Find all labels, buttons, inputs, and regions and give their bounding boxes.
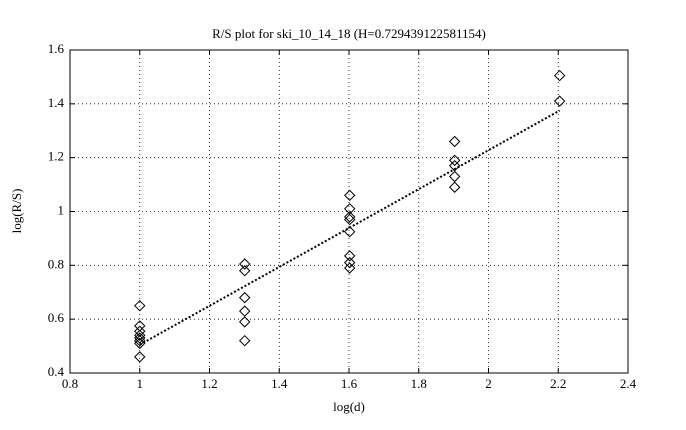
data-point [134, 334, 146, 347]
data-point [343, 262, 356, 274]
data-point [239, 316, 251, 328]
data-point [239, 334, 251, 347]
x-tick-label: 1.4 [271, 376, 288, 391]
data-point [343, 225, 356, 238]
data-point [239, 305, 251, 317]
data-point [134, 337, 146, 350]
x-tick-label: 2.2 [550, 376, 566, 391]
x-axis-label: log(d) [333, 399, 365, 414]
data-point [343, 203, 356, 215]
chart-title: R/S plot for ski_10_14_18 (H=0.729439122… [212, 26, 486, 41]
data-point [448, 160, 461, 172]
x-tick-label: 0.8 [62, 376, 78, 391]
x-tick-label: 1.2 [201, 376, 217, 391]
data-point [343, 211, 356, 223]
x-tick-label: 2.4 [620, 376, 637, 391]
y-tick-label: 0.6 [48, 310, 65, 325]
y-tick-label: 1.6 [48, 41, 65, 56]
data-point [239, 265, 251, 277]
data-point [134, 300, 146, 312]
data-point [448, 135, 461, 148]
data-point [343, 250, 356, 262]
data-point [448, 170, 461, 183]
x-tick-label: 1.6 [341, 376, 358, 391]
x-tick-label: 2 [485, 376, 492, 391]
y-tick-label: 1 [58, 202, 65, 217]
data-point [134, 351, 146, 363]
data-point [343, 256, 356, 269]
y-tick-label: 0.4 [48, 364, 65, 379]
data-point [239, 258, 251, 270]
x-tick-label: 1 [137, 376, 144, 391]
data-point [134, 332, 146, 344]
data-point [448, 154, 461, 167]
data-point [343, 213, 356, 226]
data-point [343, 189, 356, 202]
data-point [239, 291, 251, 304]
data-point [553, 95, 566, 107]
data-point [134, 329, 146, 342]
x-tick-label: 1.8 [411, 376, 427, 391]
y-tick-label: 1.4 [48, 95, 65, 110]
y-axis-label: log(R/S) [9, 189, 24, 234]
data-point [448, 181, 461, 193]
y-tick-label: 0.8 [48, 256, 64, 271]
y-tick-label: 1.2 [48, 149, 64, 164]
data-point [553, 69, 566, 82]
fit-line [139, 109, 561, 346]
